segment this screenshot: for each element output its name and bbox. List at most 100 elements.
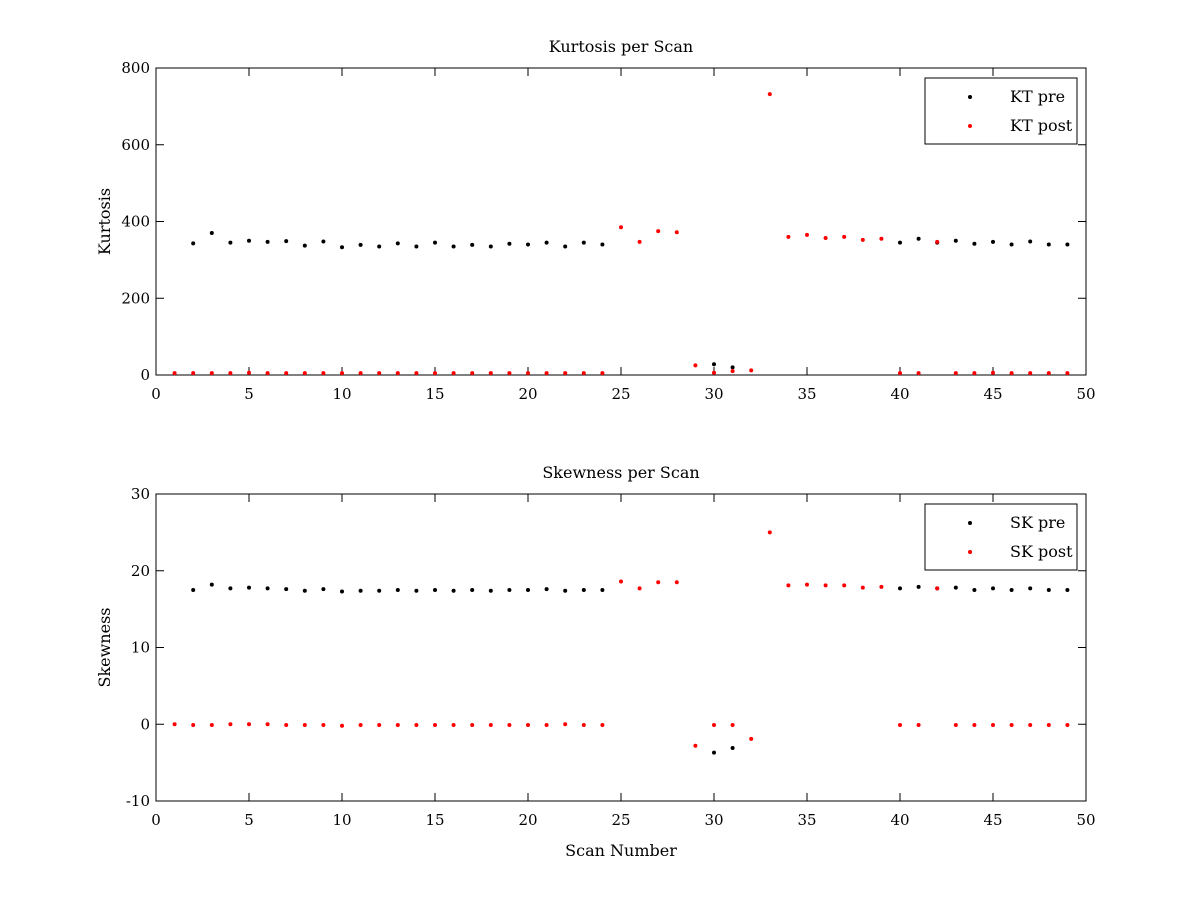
data-point <box>1046 587 1051 592</box>
y-tick-label: 400 <box>121 213 150 231</box>
kurtosis-panel: 0 5 10 15 20 25 30 35 40 45 50 0 200 400 600 800 Kurtosi… <box>95 37 1096 403</box>
data-point <box>972 371 977 376</box>
data-point <box>860 585 865 590</box>
data-point <box>972 723 977 728</box>
data-point <box>414 371 419 376</box>
data-point <box>228 371 233 376</box>
data-point <box>470 723 475 728</box>
data-point <box>1028 239 1033 244</box>
data-point <box>340 723 344 728</box>
data-point <box>488 371 493 376</box>
data-point <box>395 723 400 728</box>
data-point <box>637 586 642 591</box>
x-tick-label: 50 <box>1076 811 1095 829</box>
data-point <box>191 587 196 592</box>
data-point <box>1065 371 1070 376</box>
x-tick-label: 35 <box>797 385 816 403</box>
data-point <box>284 239 289 244</box>
legend-marker <box>968 521 972 525</box>
data-point <box>526 723 530 728</box>
data-point <box>451 371 456 376</box>
data-point <box>395 587 400 592</box>
legend-entry: KT post <box>1010 116 1073 135</box>
data-point <box>433 587 437 592</box>
data-point <box>767 92 772 97</box>
data-point <box>507 371 512 376</box>
data-point <box>395 241 400 246</box>
data-point <box>321 239 326 244</box>
data-point <box>805 582 809 587</box>
x-tick-label: 30 <box>704 811 723 829</box>
legend-entry: SK post <box>1010 542 1073 561</box>
data-point <box>712 370 716 375</box>
data-point <box>340 371 344 376</box>
data-point <box>488 723 493 728</box>
series-post <box>172 92 1070 376</box>
data-point <box>581 723 586 728</box>
x-axis-label: Scan Number <box>565 841 677 860</box>
data-point <box>507 723 512 728</box>
data-point <box>321 371 326 376</box>
data-point <box>991 370 995 375</box>
data-point <box>1028 371 1033 376</box>
data-point <box>1009 723 1014 728</box>
data-point <box>1065 723 1070 728</box>
data-point <box>451 244 456 249</box>
data-point <box>488 588 493 593</box>
data-point <box>284 723 289 728</box>
data-point <box>247 585 251 590</box>
data-point <box>581 587 586 592</box>
x-tick-label: 40 <box>890 811 909 829</box>
data-point <box>265 586 270 591</box>
data-point <box>414 244 419 249</box>
data-point <box>247 238 251 243</box>
data-point <box>172 722 177 727</box>
data-point <box>1028 723 1033 728</box>
data-point <box>265 722 270 727</box>
data-point <box>619 579 623 584</box>
data-point <box>377 723 382 728</box>
data-point <box>284 371 289 376</box>
data-point <box>265 371 270 376</box>
data-point <box>302 588 307 593</box>
data-point <box>414 723 419 728</box>
data-point <box>1065 587 1070 592</box>
x-tick-label: 0 <box>151 385 161 403</box>
x-tick-label: 30 <box>704 385 723 403</box>
legend-entry: KT pre <box>1010 87 1065 106</box>
x-tick-label: 0 <box>151 811 161 829</box>
data-point <box>1046 371 1051 376</box>
x-tick-label: 15 <box>425 385 444 403</box>
data-point <box>470 371 475 376</box>
data-point <box>302 723 307 728</box>
series-pre <box>191 582 1070 755</box>
data-point <box>451 588 456 593</box>
data-point <box>1009 371 1014 376</box>
legend-marker <box>968 550 972 554</box>
data-point <box>451 723 456 728</box>
x-tick-label: 45 <box>983 811 1002 829</box>
data-point <box>228 586 233 591</box>
data-point <box>544 587 549 592</box>
data-point <box>377 371 382 376</box>
data-point <box>1065 242 1070 247</box>
data-point <box>916 236 921 241</box>
data-point <box>526 587 530 592</box>
y-tick-label: 10 <box>131 639 150 657</box>
data-point <box>377 244 382 249</box>
data-point <box>786 583 791 588</box>
y-tick-label: 0 <box>140 715 150 733</box>
data-point <box>860 237 865 242</box>
data-point <box>563 722 568 727</box>
data-point <box>991 239 995 244</box>
data-point <box>730 723 735 728</box>
data-point <box>1028 586 1033 591</box>
data-point <box>674 230 679 235</box>
data-point <box>972 587 977 592</box>
data-point <box>898 586 902 591</box>
data-point <box>209 582 214 587</box>
y-tick-label: 20 <box>131 562 150 580</box>
data-point <box>544 371 549 376</box>
data-point <box>544 723 549 728</box>
